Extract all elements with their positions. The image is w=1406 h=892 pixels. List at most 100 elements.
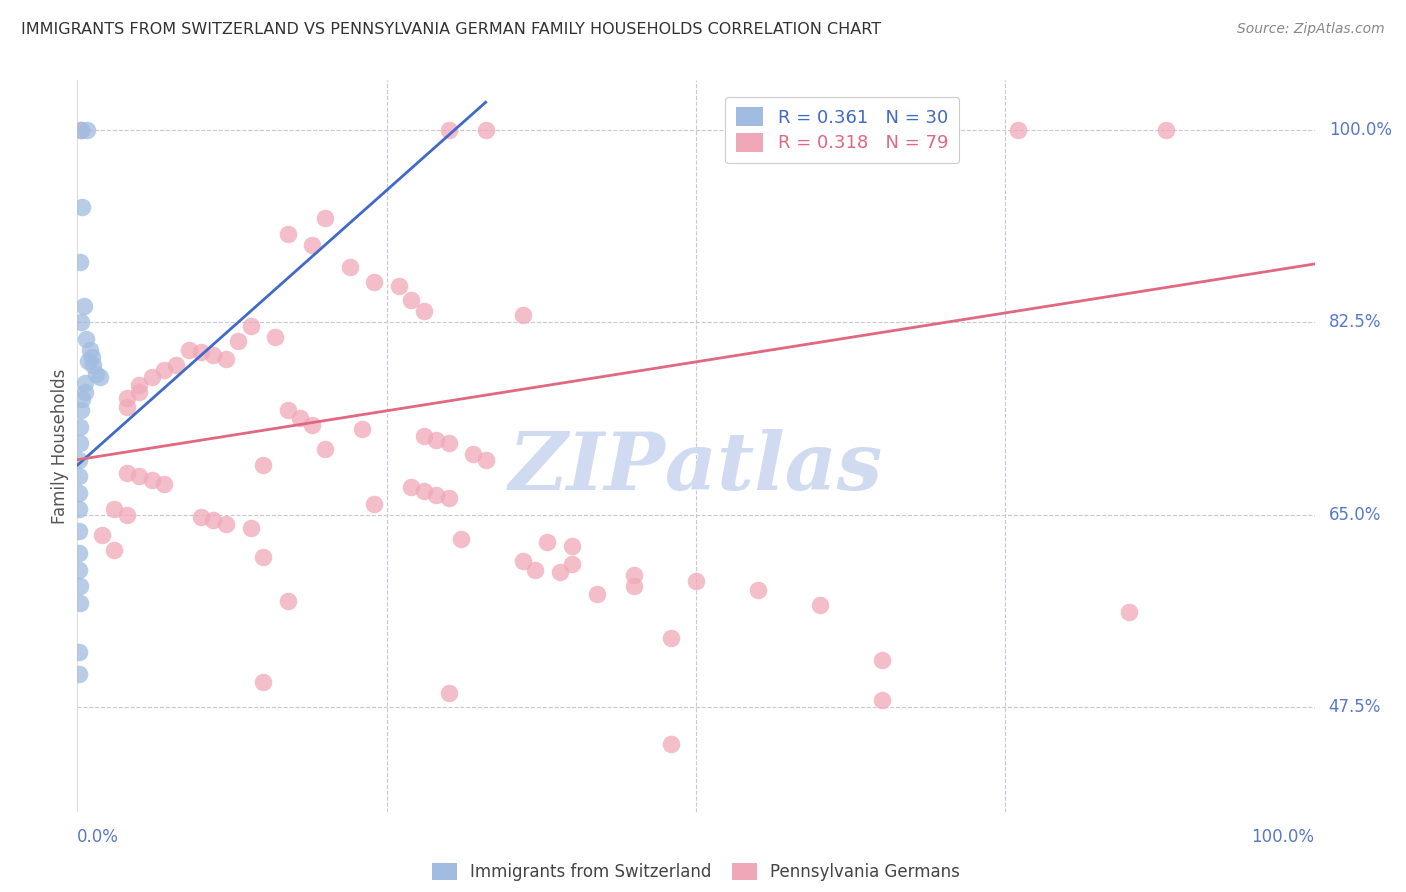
Point xyxy=(561,539,583,553)
Text: 82.5%: 82.5% xyxy=(1329,313,1381,331)
Point xyxy=(72,200,94,214)
Point xyxy=(1154,122,1177,136)
Point xyxy=(70,122,93,136)
Point xyxy=(69,419,91,434)
Point xyxy=(659,737,682,751)
Point xyxy=(474,122,496,136)
Point xyxy=(67,524,90,539)
Point xyxy=(870,653,893,667)
Point xyxy=(67,469,90,483)
Point xyxy=(128,469,150,483)
Text: 100.0%: 100.0% xyxy=(1329,120,1392,139)
Text: ZIP​atlas: ZIP​atlas xyxy=(509,429,883,507)
Point xyxy=(128,384,150,399)
Point xyxy=(103,543,125,558)
Point xyxy=(190,510,212,524)
Point xyxy=(1007,122,1029,136)
Point xyxy=(412,304,434,318)
Point xyxy=(115,400,138,414)
Point xyxy=(226,334,249,348)
Point xyxy=(1118,605,1140,619)
Point xyxy=(450,532,472,546)
Point xyxy=(67,563,90,577)
Point xyxy=(239,318,262,333)
Point xyxy=(659,631,682,645)
Text: 65.0%: 65.0% xyxy=(1329,506,1381,524)
Point xyxy=(586,587,609,601)
Point xyxy=(524,563,547,577)
Point xyxy=(153,477,176,491)
Text: 47.5%: 47.5% xyxy=(1329,698,1381,716)
Point xyxy=(536,535,558,549)
Point xyxy=(548,565,571,579)
Point xyxy=(437,436,460,450)
Point xyxy=(512,308,534,322)
Point xyxy=(67,485,90,500)
Point xyxy=(165,358,187,372)
Point xyxy=(512,554,534,568)
Point xyxy=(67,502,90,516)
Point xyxy=(252,674,274,689)
Point xyxy=(288,411,311,425)
Point xyxy=(202,513,225,527)
Point xyxy=(202,348,225,362)
Point xyxy=(363,275,385,289)
Point xyxy=(73,384,96,399)
Point xyxy=(252,458,274,473)
Point xyxy=(69,596,91,610)
Point xyxy=(474,452,496,467)
Point xyxy=(412,428,434,442)
Point xyxy=(363,497,385,511)
Point xyxy=(252,549,274,564)
Point xyxy=(115,391,138,405)
Point xyxy=(350,422,373,436)
Point xyxy=(561,558,583,572)
Point xyxy=(67,452,90,467)
Point xyxy=(177,343,200,357)
Point xyxy=(141,370,163,384)
Point xyxy=(89,370,111,384)
Point xyxy=(215,351,238,366)
Point xyxy=(115,466,138,480)
Point xyxy=(401,480,423,494)
Point xyxy=(141,473,163,487)
Point xyxy=(67,546,90,560)
Point xyxy=(76,122,98,136)
Text: 100.0%: 100.0% xyxy=(1251,828,1315,846)
Point xyxy=(314,442,336,456)
Point xyxy=(72,392,94,407)
Point xyxy=(747,582,769,597)
Point xyxy=(425,433,447,447)
Point xyxy=(82,351,104,365)
Point xyxy=(932,122,955,136)
Point xyxy=(870,692,893,706)
Point xyxy=(75,332,97,346)
Point xyxy=(437,122,460,136)
Point xyxy=(277,227,299,242)
Point xyxy=(215,516,238,531)
Point xyxy=(82,358,104,372)
Point xyxy=(115,508,138,522)
Point xyxy=(623,568,645,582)
Point xyxy=(463,447,485,461)
Point xyxy=(190,345,212,359)
Point xyxy=(412,483,434,498)
Text: Source: ZipAtlas.com: Source: ZipAtlas.com xyxy=(1237,22,1385,37)
Point xyxy=(437,686,460,700)
Text: IMMIGRANTS FROM SWITZERLAND VS PENNSYLVANIA GERMAN FAMILY HOUSEHOLDS CORRELATION: IMMIGRANTS FROM SWITZERLAND VS PENNSYLVA… xyxy=(21,22,882,37)
Point xyxy=(685,574,707,588)
Point xyxy=(67,645,90,659)
Point xyxy=(84,367,107,381)
Point xyxy=(103,502,125,516)
Point xyxy=(277,593,299,607)
Point xyxy=(69,254,91,268)
Point xyxy=(808,598,831,612)
Point xyxy=(339,260,361,275)
Point xyxy=(388,279,411,293)
Point xyxy=(264,329,287,343)
Point xyxy=(67,667,90,681)
Point xyxy=(153,362,176,376)
Point xyxy=(73,376,96,390)
Y-axis label: Family Households: Family Households xyxy=(51,368,69,524)
Point xyxy=(72,299,94,313)
